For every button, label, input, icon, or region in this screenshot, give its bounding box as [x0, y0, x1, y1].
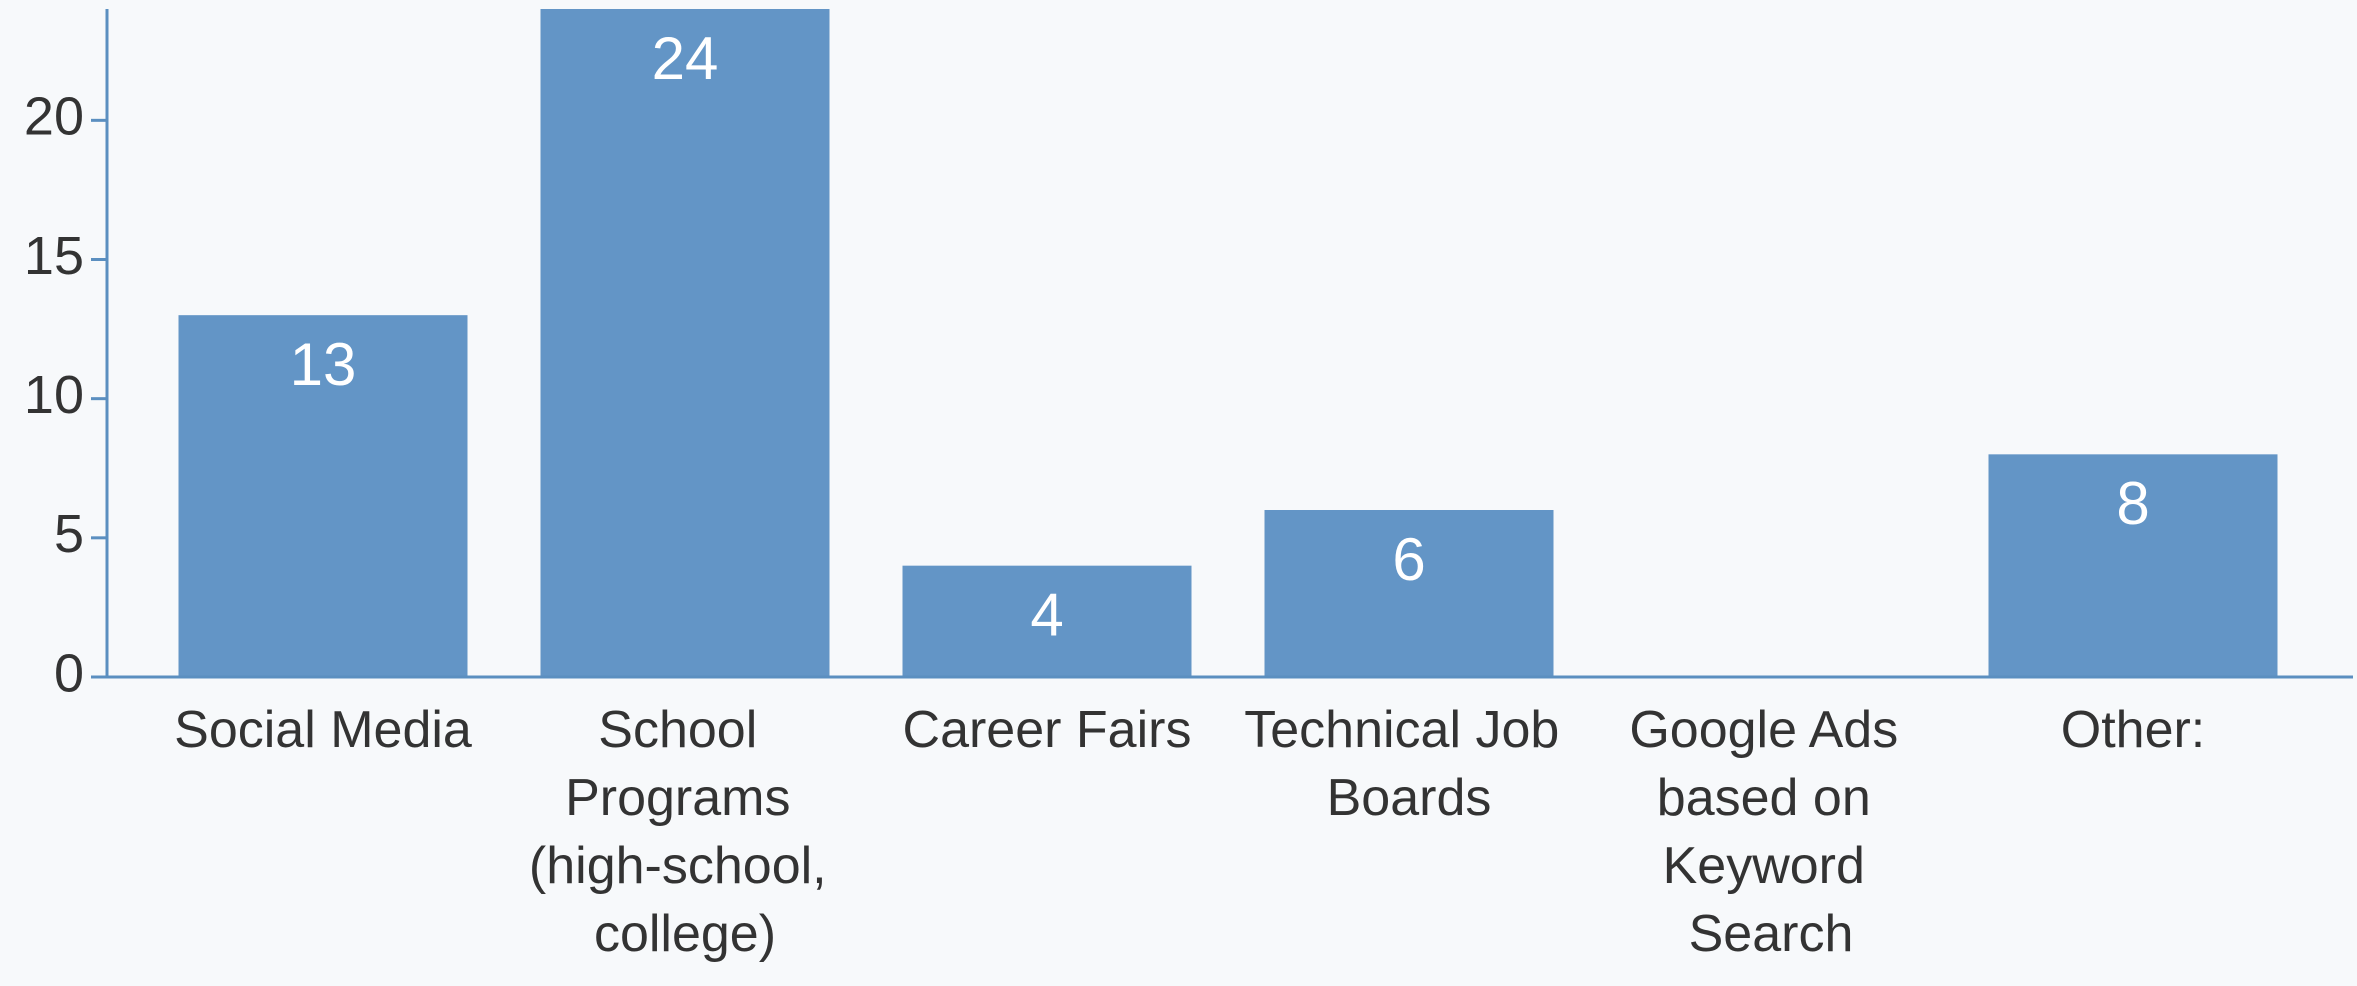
x-tick-line: Programs	[565, 769, 805, 827]
x-tick-label: School Programs (high-school, college)	[529, 701, 841, 963]
x-tick-line: Search	[1689, 905, 1854, 963]
y-tick-label: 15	[24, 226, 84, 286]
x-tick-line: Other:	[2061, 701, 2206, 759]
x-tick-label: Career Fairs	[903, 701, 1192, 759]
x-tick-line: Google Ads	[1629, 701, 1912, 759]
x-tick-line: School	[598, 701, 771, 759]
y-tick-label: 5	[54, 504, 84, 564]
bar	[540, 9, 830, 677]
y-tick-label: 0	[54, 643, 84, 703]
value-label: 24	[652, 25, 719, 92]
x-tick-label: Other:	[2061, 701, 2206, 759]
x-tick-line: based on	[1657, 769, 1885, 827]
x-tick-line: college)	[594, 905, 776, 963]
x-tick-label: Technical Job Boards	[1244, 701, 1574, 827]
x-tick-line: Career Fairs	[903, 701, 1192, 759]
y-tick-label: 10	[24, 365, 84, 425]
value-label: 4	[1030, 582, 1063, 649]
bar	[902, 565, 1192, 677]
value-label: 8	[2116, 470, 2149, 537]
x-tick-label: Social Media	[174, 701, 472, 759]
bar	[1264, 510, 1554, 677]
bar	[178, 315, 468, 677]
bar	[1988, 454, 2278, 677]
x-tick-line: Keyword	[1663, 837, 1880, 895]
x-tick-label: Google Ads based on Keyword Search	[1629, 701, 1912, 963]
x-tick-line: (high-school,	[529, 837, 841, 895]
y-tick-label: 20	[24, 87, 84, 147]
x-tick-line: Boards	[1327, 769, 1492, 827]
value-label: 6	[1392, 526, 1425, 593]
x-tick-line: Social Media	[174, 701, 472, 759]
x-tick-line: Technical Job	[1244, 701, 1574, 759]
value-label: 13	[290, 331, 357, 398]
